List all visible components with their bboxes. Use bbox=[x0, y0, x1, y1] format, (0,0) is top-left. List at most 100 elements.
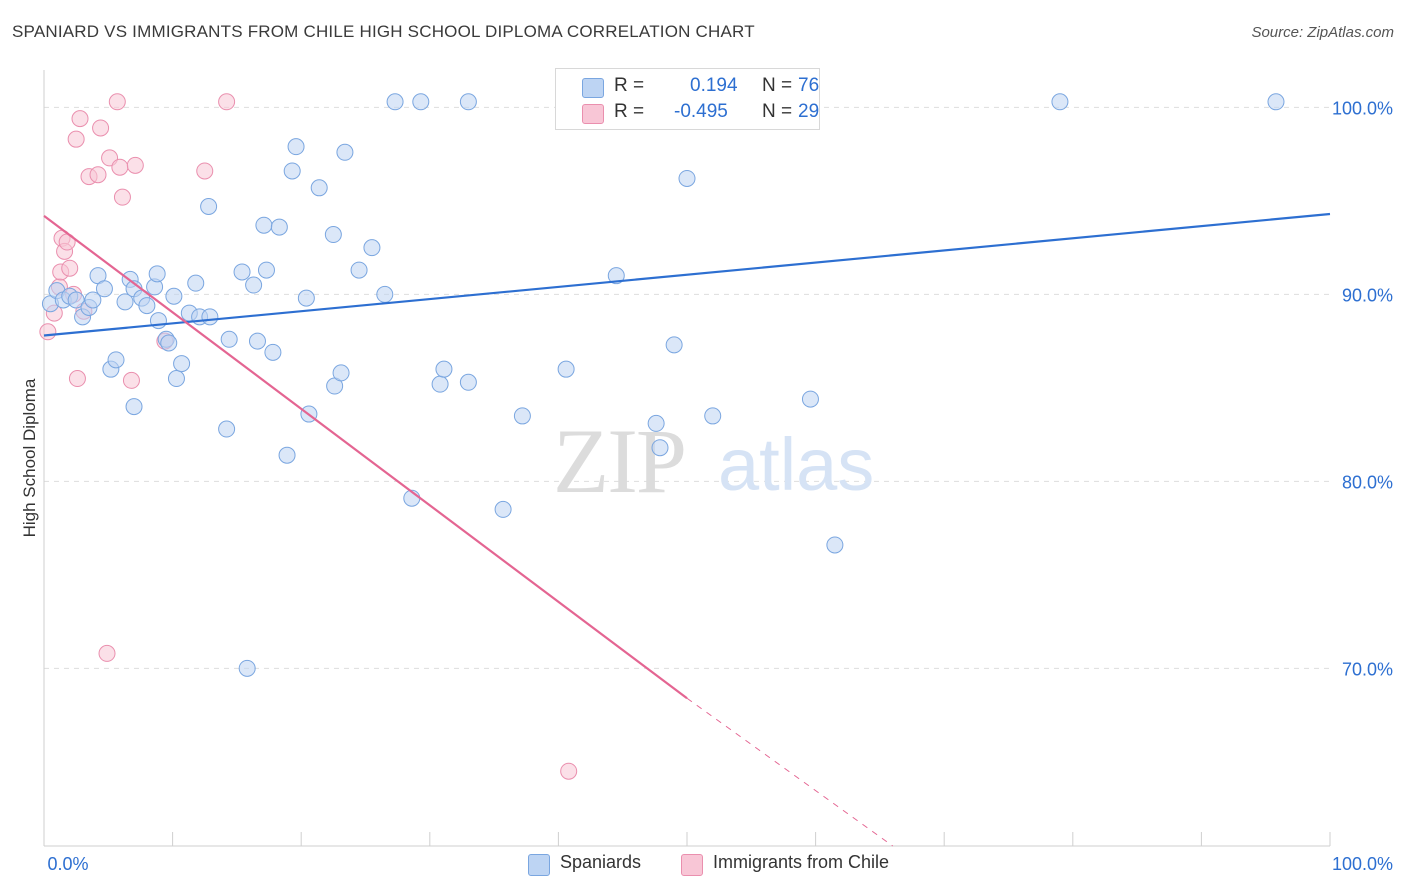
data-point-spaniards bbox=[138, 297, 156, 315]
data-point-spaniards bbox=[647, 414, 665, 432]
data-point-chile bbox=[218, 93, 236, 111]
gridlines bbox=[44, 106, 1330, 669]
x-ticks bbox=[172, 832, 1331, 846]
chart-title: SPANIARD VS IMMIGRANTS FROM CHILE HIGH S… bbox=[12, 22, 755, 41]
data-point-chile bbox=[92, 119, 110, 137]
trend-line-chile-extrapolated bbox=[686, 697, 894, 847]
y-tick-label: 100.0% bbox=[1332, 98, 1393, 118]
data-point-spaniards bbox=[459, 93, 477, 111]
data-point-spaniards bbox=[376, 285, 394, 303]
data-point-spaniards bbox=[336, 143, 354, 161]
data-point-spaniards bbox=[324, 226, 342, 244]
data-point-spaniards bbox=[801, 390, 819, 408]
data-point-spaniards bbox=[187, 274, 205, 292]
legend-label-spaniards: Spaniards bbox=[560, 852, 642, 872]
data-point-spaniards bbox=[201, 308, 219, 326]
data-point-spaniards bbox=[116, 293, 134, 311]
legend-r-label: R = bbox=[614, 75, 645, 96]
trend-lines bbox=[43, 212, 1331, 847]
data-point-spaniards bbox=[704, 407, 722, 425]
legend-r-label: R = bbox=[614, 101, 645, 122]
data-point-spaniards bbox=[270, 218, 288, 236]
legend-n-label: N = bbox=[762, 75, 793, 96]
y-axis-label: High School Diploma bbox=[20, 378, 39, 537]
data-point-chile bbox=[111, 158, 129, 176]
legend-swatch-spaniards bbox=[528, 854, 550, 876]
data-point-spaniards bbox=[220, 330, 238, 348]
data-point-spaniards bbox=[1051, 93, 1069, 111]
data-point-spaniards bbox=[332, 364, 350, 382]
data-point-spaniards bbox=[264, 343, 282, 361]
data-point-chile bbox=[71, 110, 89, 128]
data-point-chile bbox=[122, 371, 140, 389]
data-point-spaniards bbox=[148, 265, 166, 283]
y-tick-label: 70.0% bbox=[1342, 659, 1393, 679]
data-point-spaniards bbox=[1267, 93, 1285, 111]
legend-r-value: 0.194 bbox=[690, 75, 738, 96]
data-point-chile bbox=[68, 370, 86, 388]
legend-label-chile: Immigrants from Chile bbox=[713, 852, 890, 872]
data-point-spaniards bbox=[238, 659, 256, 677]
legend-n-value: 29 bbox=[798, 101, 820, 122]
stats-legend: R = 0.194 N = 76 R = -0.495 N = 29 bbox=[555, 68, 820, 130]
data-point-chile bbox=[39, 323, 57, 341]
data-point-chile bbox=[560, 762, 578, 780]
data-point-spaniards bbox=[310, 179, 328, 197]
data-point-spaniards bbox=[651, 439, 669, 457]
data-point-spaniards bbox=[233, 263, 251, 281]
data-point-spaniards bbox=[283, 162, 301, 180]
data-point-spaniards bbox=[287, 138, 305, 156]
data-point-spaniards bbox=[173, 355, 191, 373]
x-tick-label: 0.0% bbox=[47, 854, 88, 874]
data-point-chile bbox=[61, 259, 79, 277]
data-point-spaniards bbox=[435, 360, 453, 378]
data-point-spaniards bbox=[412, 93, 430, 111]
data-point-spaniards bbox=[125, 398, 143, 416]
data-point-chile bbox=[67, 130, 85, 148]
data-point-spaniards bbox=[167, 370, 185, 388]
data-point-spaniards bbox=[363, 239, 381, 257]
legend-n-value: 76 bbox=[798, 75, 820, 96]
data-point-chile bbox=[98, 644, 116, 662]
data-point-spaniards bbox=[431, 375, 449, 393]
data-point-chile bbox=[113, 188, 131, 206]
data-point-spaniards bbox=[95, 280, 113, 298]
data-point-spaniards bbox=[218, 420, 236, 438]
data-point-chile bbox=[89, 166, 107, 184]
data-point-spaniards bbox=[678, 169, 696, 187]
data-point-spaniards bbox=[557, 360, 575, 378]
data-point-spaniards bbox=[350, 261, 368, 279]
data-point-spaniards bbox=[513, 407, 531, 425]
data-point-chile bbox=[126, 156, 144, 174]
data-point-spaniards bbox=[297, 289, 315, 307]
data-point-spaniards bbox=[200, 198, 218, 216]
data-point-spaniards bbox=[67, 291, 85, 309]
y-tick-label: 80.0% bbox=[1342, 472, 1393, 492]
data-point-spaniards bbox=[255, 216, 273, 234]
legend-swatch-chile bbox=[582, 104, 604, 124]
data-point-spaniards bbox=[107, 351, 125, 369]
data-point-spaniards bbox=[245, 276, 263, 294]
watermark: ZIP atlas bbox=[553, 410, 874, 512]
trend-line-chile bbox=[43, 214, 688, 700]
data-point-spaniards bbox=[84, 291, 102, 309]
data-point-spaniards bbox=[248, 332, 266, 350]
y-tick-label: 90.0% bbox=[1342, 285, 1393, 305]
series-spaniards bbox=[41, 93, 1285, 677]
data-point-spaniards bbox=[386, 93, 404, 111]
series-immigrants-from-chile bbox=[39, 93, 578, 780]
trend-line-spaniards bbox=[43, 212, 1331, 337]
legend-n-label: N = bbox=[762, 101, 793, 122]
data-point-chile bbox=[196, 162, 214, 180]
legend-swatch-chile bbox=[681, 854, 703, 876]
y-tick-labels: 70.0% 80.0% 90.0% 100.0% bbox=[1332, 98, 1393, 679]
data-point-spaniards bbox=[160, 334, 178, 352]
legend-swatch-spaniards bbox=[582, 78, 604, 98]
x-tick-label: 100.0% bbox=[1332, 854, 1393, 874]
data-point-chile bbox=[108, 93, 126, 111]
data-point-spaniards bbox=[459, 373, 477, 391]
data-point-spaniards bbox=[607, 267, 625, 285]
data-point-spaniards bbox=[278, 446, 296, 464]
watermark-zip: ZIP bbox=[553, 410, 685, 512]
